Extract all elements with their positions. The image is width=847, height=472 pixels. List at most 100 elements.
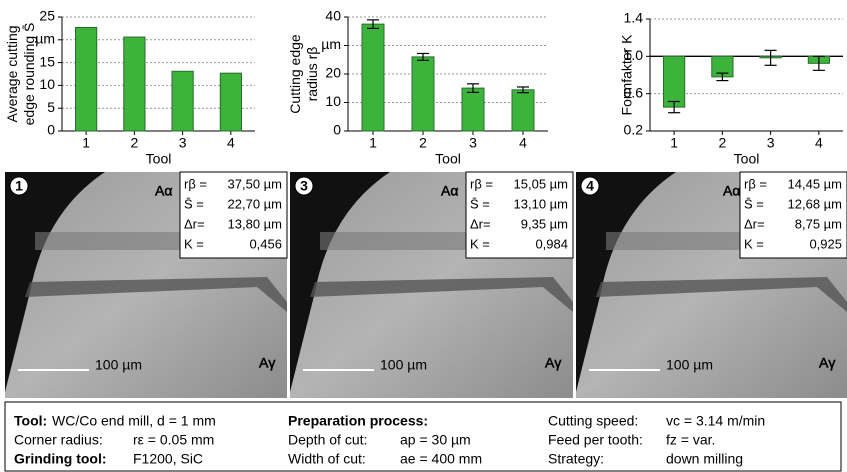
rake-face-label: Aα — [155, 183, 172, 199]
x-tick-label: 3 — [179, 135, 187, 151]
bar — [75, 26, 98, 132]
info-value: rε = 0.05 mm — [133, 432, 214, 448]
y-tick-label: 1.4 — [624, 10, 644, 26]
y-axis-label: Cutting edge — [287, 34, 303, 114]
value-text: 22,70 µm — [228, 196, 282, 211]
y-tick-label: µm — [35, 31, 55, 47]
y-tick-label: 0.6 — [624, 84, 644, 100]
info-key: Depth of cut: — [288, 432, 367, 448]
error-bar — [467, 83, 479, 93]
y-tick-label: 0 — [47, 122, 55, 138]
info-value: down milling — [666, 451, 743, 467]
panel-number-badge — [9, 176, 29, 196]
value-label: S̄ = — [744, 196, 764, 211]
x-tick-label: 4 — [815, 135, 823, 151]
value-label: Κ = — [184, 236, 204, 251]
value-text: 0,456 — [249, 236, 282, 251]
value-text: 13,80 µm — [228, 216, 282, 231]
scale-label: 100 µm — [95, 357, 142, 373]
value-text: 14,45 µm — [788, 176, 842, 191]
value-label: rβ = — [184, 176, 207, 191]
x-tick-label: 1 — [369, 135, 377, 151]
value-text: 0,925 — [809, 236, 842, 251]
panel-number: 4 — [586, 178, 594, 194]
info-key: Grinding tool: — [14, 451, 107, 467]
tool-flank — [290, 172, 390, 392]
error-bar — [367, 19, 379, 29]
info-value: fz = var. — [666, 432, 715, 448]
error-bar — [764, 49, 777, 66]
tool-flank — [5, 172, 105, 392]
flank-face-label: Aγ — [259, 355, 275, 371]
value-label: Δr= — [470, 216, 491, 231]
info-key: Feed per tooth: — [548, 432, 643, 448]
y-tick-label: µm — [321, 36, 341, 52]
value-label: Δr= — [184, 216, 205, 231]
value-label: Κ = — [744, 236, 764, 251]
error-bar — [417, 52, 429, 61]
info-value: ap = 30 µm — [400, 432, 471, 448]
bar — [361, 23, 385, 132]
info-key: Tool: — [14, 413, 47, 429]
bar — [511, 89, 535, 132]
value-box — [179, 171, 288, 259]
value-text: 12,68 µm — [788, 196, 842, 211]
x-tick-label: 2 — [419, 135, 427, 151]
bar — [123, 36, 146, 132]
info-key: Strategy: — [548, 451, 604, 467]
scale-label: 100 µm — [380, 357, 427, 373]
error-bar — [668, 100, 681, 114]
x-tick-label: 3 — [469, 135, 477, 151]
value-label: Κ = — [470, 236, 490, 251]
y-tick-label: 15 — [39, 53, 55, 69]
x-tick-label: 1 — [670, 135, 678, 151]
x-axis-label: Tool — [435, 151, 461, 167]
panel-number-badge — [580, 176, 600, 196]
info-key: Cutting speed: — [548, 413, 638, 429]
x-tick-label: 2 — [130, 135, 138, 151]
scale-label: 100 µm — [666, 357, 713, 373]
bar — [461, 87, 485, 132]
info-key: Corner radius: — [14, 432, 103, 448]
edge-band — [25, 277, 287, 312]
rake-face-label: Aα — [441, 183, 458, 199]
info-value: vc = 3.14 m/min — [666, 413, 765, 429]
bar — [219, 72, 242, 132]
x-axis-label: Tool — [146, 151, 172, 167]
panel-number: 3 — [300, 178, 308, 194]
y-tick-label: 25 — [39, 8, 55, 24]
x-tick-label: 2 — [718, 135, 726, 151]
x-tick-label: 4 — [227, 135, 235, 151]
x-axis-label: Tool — [734, 151, 760, 167]
bar — [171, 70, 194, 132]
y-axis-label: edge rounding S̄ — [21, 23, 37, 126]
bar — [663, 55, 686, 108]
y-tick-label: 5 — [47, 99, 55, 115]
y-tick-label: 0 — [333, 122, 341, 138]
info-value: F1200, SiC — [133, 451, 203, 467]
y-axis-label: Average cutting — [4, 25, 20, 122]
error-bar — [517, 86, 529, 94]
value-label: S̄ = — [470, 196, 490, 211]
flank-face-label: Aγ — [819, 355, 835, 371]
value-text: 0,984 — [535, 236, 568, 251]
value-label: rβ = — [470, 176, 493, 191]
value-text: 9,35 µm — [521, 216, 568, 231]
y-tick-label: 10 — [39, 76, 55, 92]
y-tick-label: 10 — [325, 93, 341, 109]
y-tick-label: 40 — [325, 8, 341, 24]
tool-flank — [576, 172, 676, 392]
value-text: 15,05 µm — [514, 176, 568, 191]
value-text: 8,75 µm — [795, 216, 842, 231]
y-axis-label: Formfaktor Κ — [619, 34, 635, 116]
error-bar — [812, 55, 825, 71]
info-key: Width of cut: — [288, 451, 366, 467]
info-key: Preparation process: — [288, 413, 428, 429]
rake-face-label: Aα — [723, 183, 740, 199]
value-box — [465, 171, 574, 259]
x-tick-label: 3 — [767, 135, 775, 151]
edge-band — [310, 277, 573, 312]
info-value: WC/Co end mill, d = 1 mm — [52, 413, 216, 429]
info-box — [4, 401, 842, 472]
